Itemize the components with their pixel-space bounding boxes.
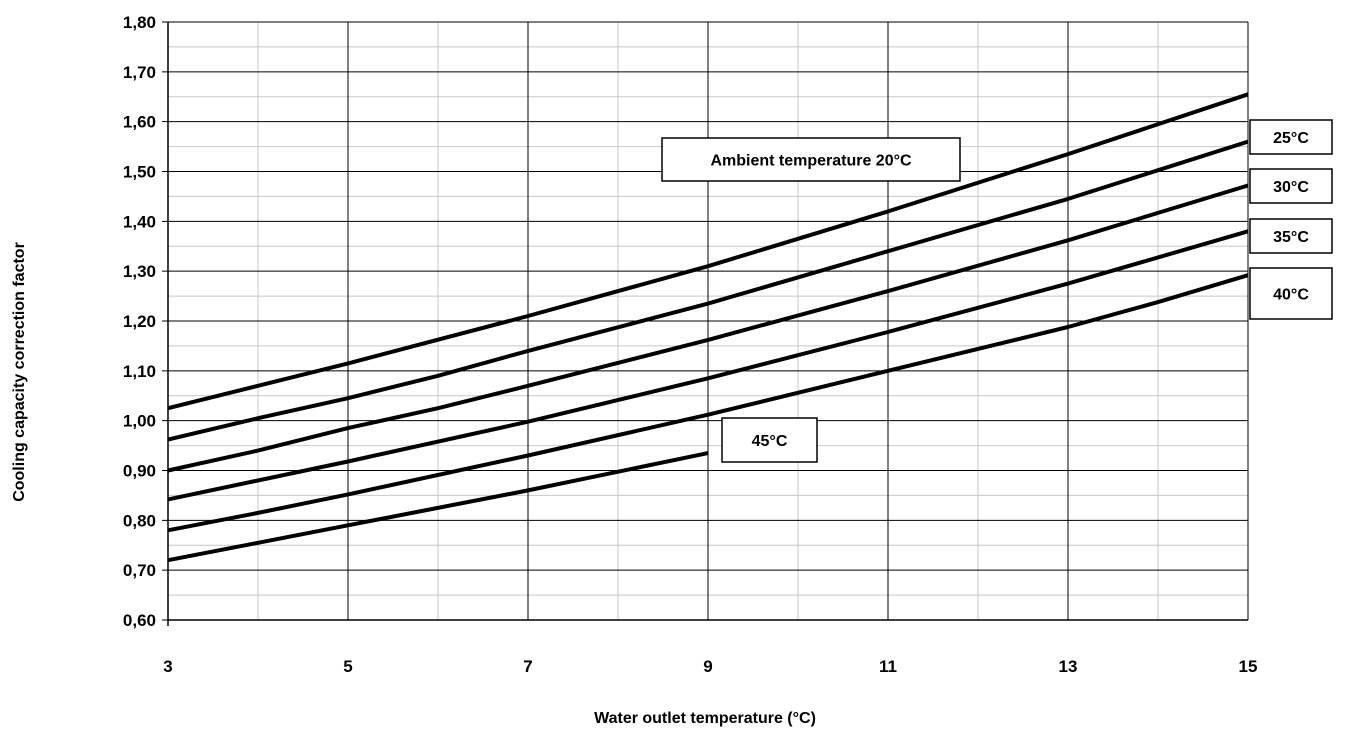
y-tick-label: 1,20 [123, 312, 156, 331]
series-label-box-1 [1249, 119, 1333, 155]
series-label-box-4 [1249, 267, 1333, 320]
series-line-5 [167, 451, 709, 563]
y-tick-label: 1,50 [123, 163, 156, 182]
y-tick-label: 1,10 [123, 362, 156, 381]
y-tick-label: 0,80 [123, 511, 156, 530]
x-tick-label: 13 [1059, 657, 1078, 676]
y-tick-label: 1,70 [123, 63, 156, 82]
y-tick-label: 1,80 [123, 13, 156, 32]
series-label-4: 40°C [1273, 287, 1309, 304]
x-tick-label: 7 [523, 657, 532, 676]
y-tick-label: 1,40 [123, 212, 156, 231]
y-axis-label: Cooling capacity correction factor [11, 242, 28, 502]
x-tick-label: 15 [1239, 657, 1258, 676]
series-layer [167, 92, 1249, 563]
y-tick-label: 0,70 [123, 561, 156, 580]
series-line-3 [167, 229, 1249, 502]
x-tick-label: 9 [703, 657, 712, 676]
y-tick-label: 1,00 [123, 412, 156, 431]
tick-layer: 0,60 0,70 0,80 0,90 1,00 1,10 1,20 1,30 1,40 1,50… [123, 13, 1258, 676]
series-line-0 [167, 92, 1249, 411]
y-tick-label: 0,60 [123, 611, 156, 630]
label-layer: Ambient temperature 20°C 25°C 30°C 35°C 40°C… [661, 119, 1333, 463]
y-tick-label: 0,90 [123, 462, 156, 481]
series-label-3: 35°C [1273, 229, 1309, 246]
x-tick-label: 11 [879, 657, 897, 676]
series-line-4 [167, 273, 1249, 533]
series-label-box-2 [1249, 168, 1333, 204]
series-label-1: 25°C [1273, 130, 1309, 147]
x-tick-label: 5 [343, 657, 352, 676]
series-label-box-3 [1249, 218, 1333, 254]
major-grid [162, 21, 1249, 626]
series-label-2: 30°C [1273, 179, 1309, 196]
series-label-box-0 [661, 137, 961, 182]
series-label-0: Ambient temperature 20°C [710, 153, 912, 170]
series-label-box-5 [721, 417, 818, 463]
series-line-1 [167, 139, 1249, 442]
y-tick-label: 1,30 [123, 262, 156, 281]
x-axis-label: Water outlet temperature (°C) [594, 710, 816, 727]
x-tick-label: 3 [163, 657, 172, 676]
series-line-2 [167, 183, 1249, 473]
y-tick-label: 1,60 [123, 113, 156, 132]
series-label-5: 45°C [752, 433, 788, 450]
